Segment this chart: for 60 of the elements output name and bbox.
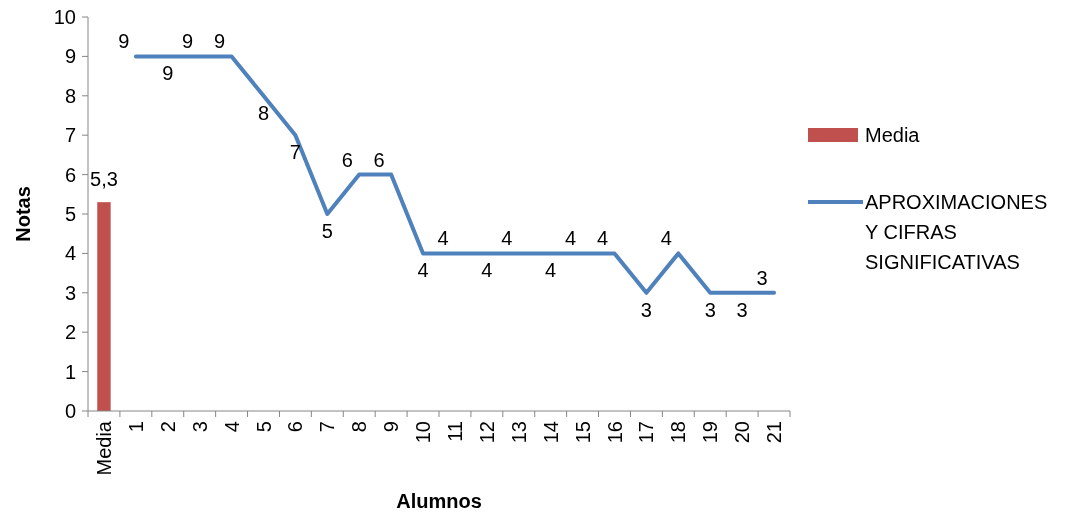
x-tick-label: 19 — [699, 421, 722, 444]
data-label: 6 — [373, 148, 385, 171]
y-tick-label: 3 — [64, 281, 76, 304]
x-tick-label: 21 — [763, 421, 786, 444]
legend-label: Media — [865, 124, 921, 146]
data-label: 9 — [214, 30, 226, 53]
y-tick-label: 4 — [64, 242, 76, 265]
data-label: 5,3 — [90, 168, 118, 191]
x-tick-label: 17 — [635, 421, 658, 444]
data-label: 9 — [182, 30, 194, 53]
y-tick-label: 8 — [64, 84, 76, 107]
x-tick-label: 16 — [603, 421, 626, 444]
data-label: 4 — [565, 227, 577, 250]
x-tick-label: 7 — [316, 421, 339, 433]
x-tick-label: 11 — [443, 421, 466, 442]
x-tick-label: 8 — [348, 421, 371, 433]
data-label: 4 — [481, 259, 493, 282]
data-label: 4 — [660, 227, 672, 250]
legend-label: APROXIMACIONES Y CIFRAS SIGNIFICATIVAS — [865, 191, 1048, 273]
y-tick-label: 0 — [64, 400, 76, 422]
x-axis-title: Alumnos — [396, 490, 482, 512]
data-label: 4 — [545, 259, 557, 282]
data-label: 4 — [596, 227, 609, 250]
y-tick-label: 6 — [64, 163, 76, 186]
x-tick-label: 5 — [252, 421, 275, 433]
data-label: 7 — [289, 141, 301, 164]
data-label: 9 — [162, 62, 174, 85]
x-tick-label: 18 — [667, 421, 690, 444]
x-tick-label: 20 — [731, 421, 754, 444]
y-tick-label: 1 — [64, 360, 76, 383]
y-axis-title: Notas — [12, 186, 34, 242]
x-tick-label: 13 — [507, 421, 530, 444]
x-tick-label: 14 — [539, 421, 562, 444]
data-label: 4 — [417, 259, 429, 282]
data-label: 3 — [736, 298, 748, 321]
y-tick-label: 2 — [64, 321, 76, 344]
x-tick-label: 12 — [475, 421, 498, 444]
data-label: 4 — [437, 227, 449, 250]
x-tick-label: 6 — [284, 421, 307, 433]
line-series — [133, 54, 777, 295]
data-label: 6 — [341, 148, 353, 171]
x-tick-label: 10 — [412, 421, 435, 444]
y-tick-label: 9 — [64, 45, 76, 68]
x-tick-label: Media — [92, 420, 115, 476]
x-tick-label: 9 — [380, 421, 403, 433]
x-tick-label: 2 — [156, 421, 179, 433]
x-tick-label: 3 — [188, 421, 211, 433]
data-label: 3 — [640, 298, 652, 321]
x-tick-label: 15 — [571, 421, 594, 444]
y-tick-label: 7 — [64, 124, 76, 147]
data-label: 9 — [118, 30, 130, 53]
data-label: 3 — [756, 266, 768, 289]
data-label: 3 — [704, 298, 716, 321]
data-label: 4 — [501, 227, 513, 250]
x-tick-label: 1 — [124, 421, 147, 433]
y-tick-label: 10 — [53, 6, 76, 28]
data-label: 5 — [321, 220, 333, 242]
data-label: 8 — [257, 101, 270, 124]
y-tick-label: 5 — [64, 203, 76, 225]
x-tick-label: 4 — [220, 421, 243, 433]
